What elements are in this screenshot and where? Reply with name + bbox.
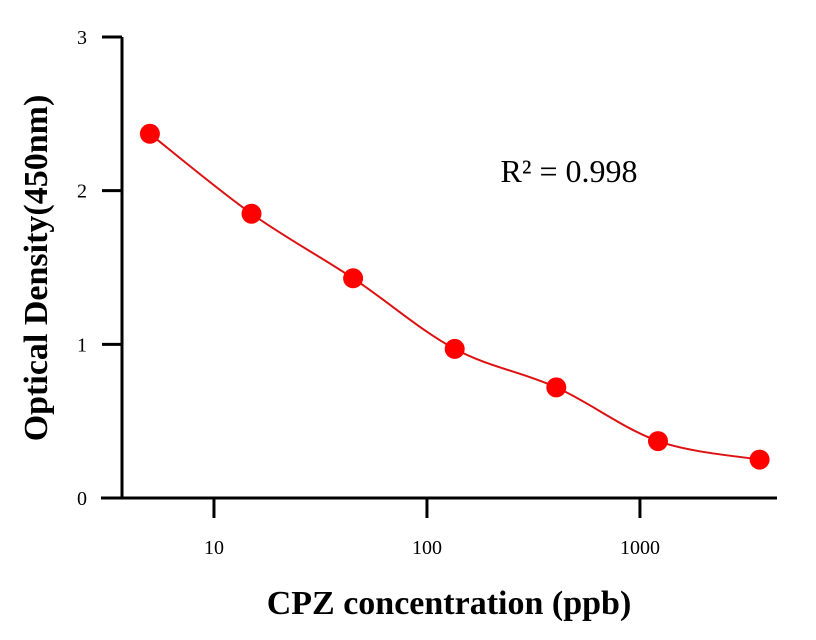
x-tick-label: 10	[204, 537, 224, 559]
data-point	[241, 203, 262, 224]
x-tick-label: 1000	[620, 537, 660, 559]
data-point	[343, 268, 364, 289]
y-ticks: 0 1 2 3	[77, 27, 122, 510]
y-tick-label: 0	[77, 488, 87, 510]
y-tick-label: 2	[77, 181, 87, 203]
x-ticks: 10 100 1000	[204, 498, 660, 559]
axes	[101, 37, 777, 500]
r-squared-annotation: R² = 0.998	[501, 153, 638, 189]
x-axis-title: CPZ concentration (ppb)	[267, 585, 632, 622]
data-point	[546, 377, 567, 398]
y-axis-title: Optical Density(450nm)	[18, 95, 55, 442]
data-point	[444, 338, 465, 359]
y-tick-label: 1	[77, 334, 87, 356]
y-tick-label: 3	[77, 27, 87, 49]
data-point	[749, 449, 770, 470]
data-point	[139, 123, 160, 144]
data-points	[139, 123, 770, 470]
x-tick-label: 100	[412, 537, 442, 559]
fit-curve	[149, 133, 760, 461]
data-point	[648, 431, 668, 452]
